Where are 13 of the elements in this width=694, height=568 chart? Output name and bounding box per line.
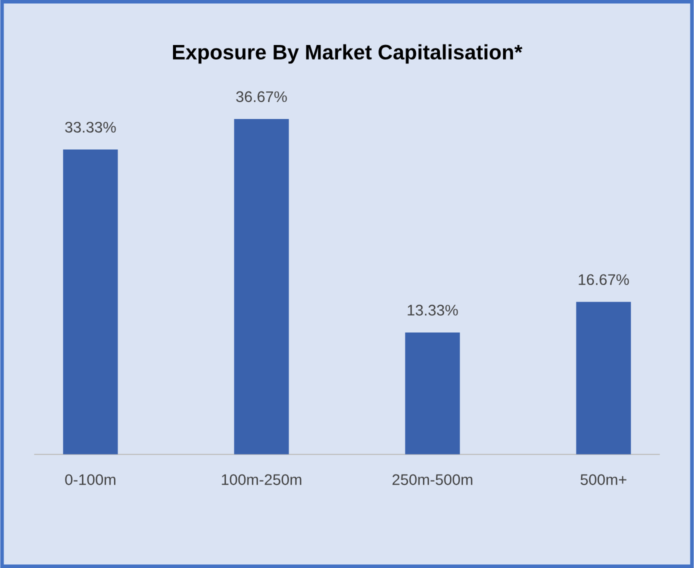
x-tick-label: 250m-500m	[392, 474, 472, 486]
chart-title: Exposure By Market Capitalisation*	[173, 44, 522, 64]
x-tick-label: 0-100m	[65, 474, 116, 486]
data-label: 36.67%	[236, 91, 287, 102]
bar	[63, 150, 118, 454]
x-tick-label: 100m-250m	[222, 474, 302, 486]
bar	[234, 119, 289, 454]
data-label: 33.33%	[65, 122, 116, 133]
bar	[576, 302, 631, 454]
x-tick-label: 500m+	[580, 474, 626, 486]
bar	[405, 332, 460, 454]
data-label: 16.67%	[578, 274, 629, 286]
data-label: 13.33%	[408, 304, 458, 316]
